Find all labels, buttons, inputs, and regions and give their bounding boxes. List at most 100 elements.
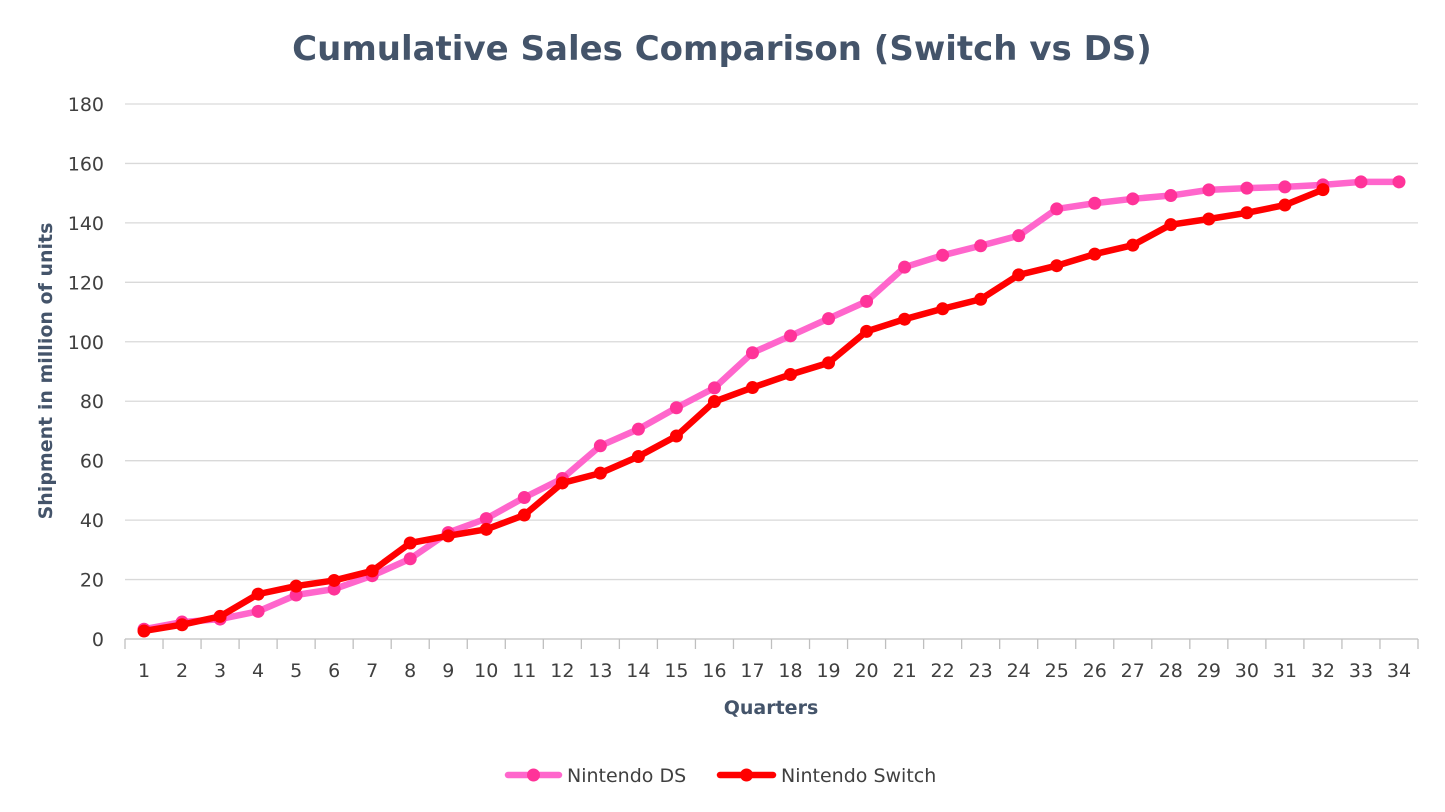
x-tick-label: 14 [626,660,650,682]
data-point-nintendo-switch [479,522,493,536]
data-point-nintendo-switch [898,312,912,326]
y-axis-label: Shipment in million of units [35,223,57,520]
x-tick-label: 33 [1349,660,1373,682]
data-point-nintendo-switch [974,292,988,306]
data-point-nintendo-switch [289,579,303,593]
x-tick-label: 30 [1235,660,1259,682]
x-tick-label: 17 [740,660,764,682]
x-tick-label: 24 [1007,660,1031,682]
data-point-nintendo-ds [974,239,988,253]
x-tick-label: 5 [290,660,302,682]
y-tick-label: 80 [80,391,104,413]
data-point-nintendo-ds [1240,181,1254,195]
y-tick-label: 140 [68,213,104,235]
y-tick-label: 180 [68,94,104,116]
data-point-nintendo-switch [631,450,645,464]
data-point-nintendo-ds [1126,192,1140,206]
data-point-nintendo-switch [1316,183,1330,197]
x-tick-label: 31 [1273,660,1297,682]
data-point-nintendo-ds [860,294,874,308]
data-point-nintendo-ds [669,401,683,415]
data-point-nintendo-switch [1164,218,1178,232]
data-point-nintendo-switch [441,529,455,543]
data-point-nintendo-ds [1278,180,1292,194]
x-tick-label: 8 [404,660,416,682]
x-tick-label: 18 [778,660,802,682]
x-tick-label: 21 [893,660,917,682]
data-point-nintendo-ds [936,248,950,262]
x-tick-label: 26 [1083,660,1107,682]
data-point-nintendo-ds [1354,175,1368,189]
y-tick-label: 100 [68,332,104,354]
x-tick-label: 19 [816,660,840,682]
x-tick-label: 28 [1159,660,1183,682]
data-point-nintendo-switch [936,302,950,316]
data-point-nintendo-switch [707,395,721,409]
data-point-nintendo-switch [1088,247,1102,261]
data-point-nintendo-switch [1278,198,1292,212]
x-tick-label: 29 [1197,660,1221,682]
y-tick-label: 60 [80,451,104,473]
data-point-nintendo-ds [707,381,721,395]
x-tick-label: 12 [550,660,574,682]
y-tick-label: 40 [80,510,104,532]
x-tick-label: 6 [328,660,340,682]
y-tick-label: 120 [68,272,104,294]
data-point-nintendo-switch [1050,259,1064,273]
data-point-nintendo-ds [289,588,303,602]
legend-label: Nintendo DS [567,765,686,787]
data-point-nintendo-switch [593,466,607,480]
data-point-nintendo-switch [669,429,683,443]
data-point-nintendo-ds [1012,229,1026,243]
x-tick-label: 13 [588,660,612,682]
data-point-nintendo-switch [517,508,531,522]
legend-swatch-marker [527,768,540,782]
x-tick-label: 9 [442,660,454,682]
series-nintendo-switch [137,183,1330,638]
x-tick-label: 16 [702,660,726,682]
y-tick-label: 0 [92,629,104,651]
data-point-nintendo-switch [403,536,417,550]
x-axis: 1 2 3 4 5 6 7 8 9 10 11 12 13 14 15 16 17 18 19 20 21 22 23 24 2… [124,638,1419,682]
data-point-nintendo-ds [631,422,645,436]
x-tick-label: 25 [1045,660,1069,682]
data-point-nintendo-switch [213,609,227,623]
x-tick-label: 10 [474,660,498,682]
x-tick-label: 23 [969,660,993,682]
y-tick-label: 20 [80,570,104,592]
data-point-nintendo-switch [822,356,836,370]
legend-label: Nintendo Switch [781,765,936,787]
data-point-nintendo-switch [555,476,569,490]
series-line-nintendo-ds [140,178,1403,633]
x-tick-label: 22 [931,660,955,682]
data-point-nintendo-ds [784,329,798,343]
x-tick-label: 2 [176,660,188,682]
chart-title: Cumulative Sales Comparison (Switch vs D… [292,29,1152,69]
data-point-nintendo-switch [327,573,341,587]
x-tick-label: 1 [138,660,150,682]
data-point-nintendo-switch [1126,238,1140,252]
data-point-nintendo-ds [479,512,493,526]
legend-item-nintendo-switch: Nintendo Switch [716,765,936,787]
data-point-nintendo-switch [175,618,189,632]
data-point-nintendo-ds [1164,189,1178,203]
x-tick-label: 11 [512,660,536,682]
data-point-nintendo-ds [898,260,912,274]
x-tick-label: 34 [1387,660,1411,682]
series-group [137,175,1406,638]
y-tick-label: 160 [68,153,104,175]
x-tick-label: 27 [1121,660,1145,682]
series-nintendo-ds [137,175,1406,636]
data-point-nintendo-ds [1050,202,1064,216]
data-point-nintendo-ds [517,491,531,505]
x-tick-label: 15 [664,660,688,682]
data-point-nintendo-ds [251,604,265,618]
y-axis-ticks: 0 20 40 60 80 100 120 140 160 180 [68,94,104,651]
data-point-nintendo-switch [745,381,759,395]
data-point-nintendo-ds [745,346,759,360]
data-point-nintendo-ds [593,439,607,453]
legend: Nintendo DS Nintendo Switch [504,765,936,787]
legend-item-nintendo-ds: Nintendo DS [504,765,686,787]
data-point-nintendo-ds [403,552,417,566]
